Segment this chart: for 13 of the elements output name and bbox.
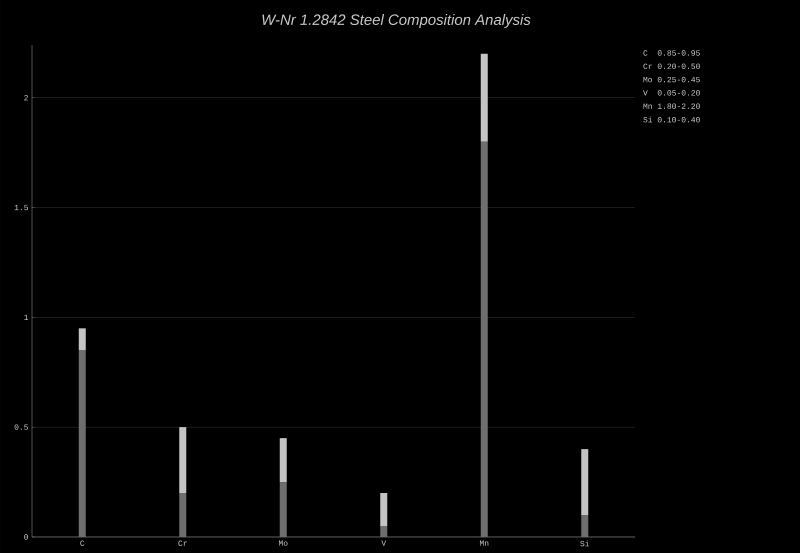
bar [78,350,86,537]
bar [380,526,388,537]
bar [280,482,287,537]
bar [480,54,488,142]
bar [179,493,186,537]
bar [581,515,588,537]
bar [179,427,186,494]
bar [280,438,287,482]
bar [380,493,388,526]
bar [480,142,488,537]
bar [78,328,86,350]
bar [581,449,588,516]
chart-title: W-Nr 1.2842 Steel Composition Analysis [262,14,530,28]
